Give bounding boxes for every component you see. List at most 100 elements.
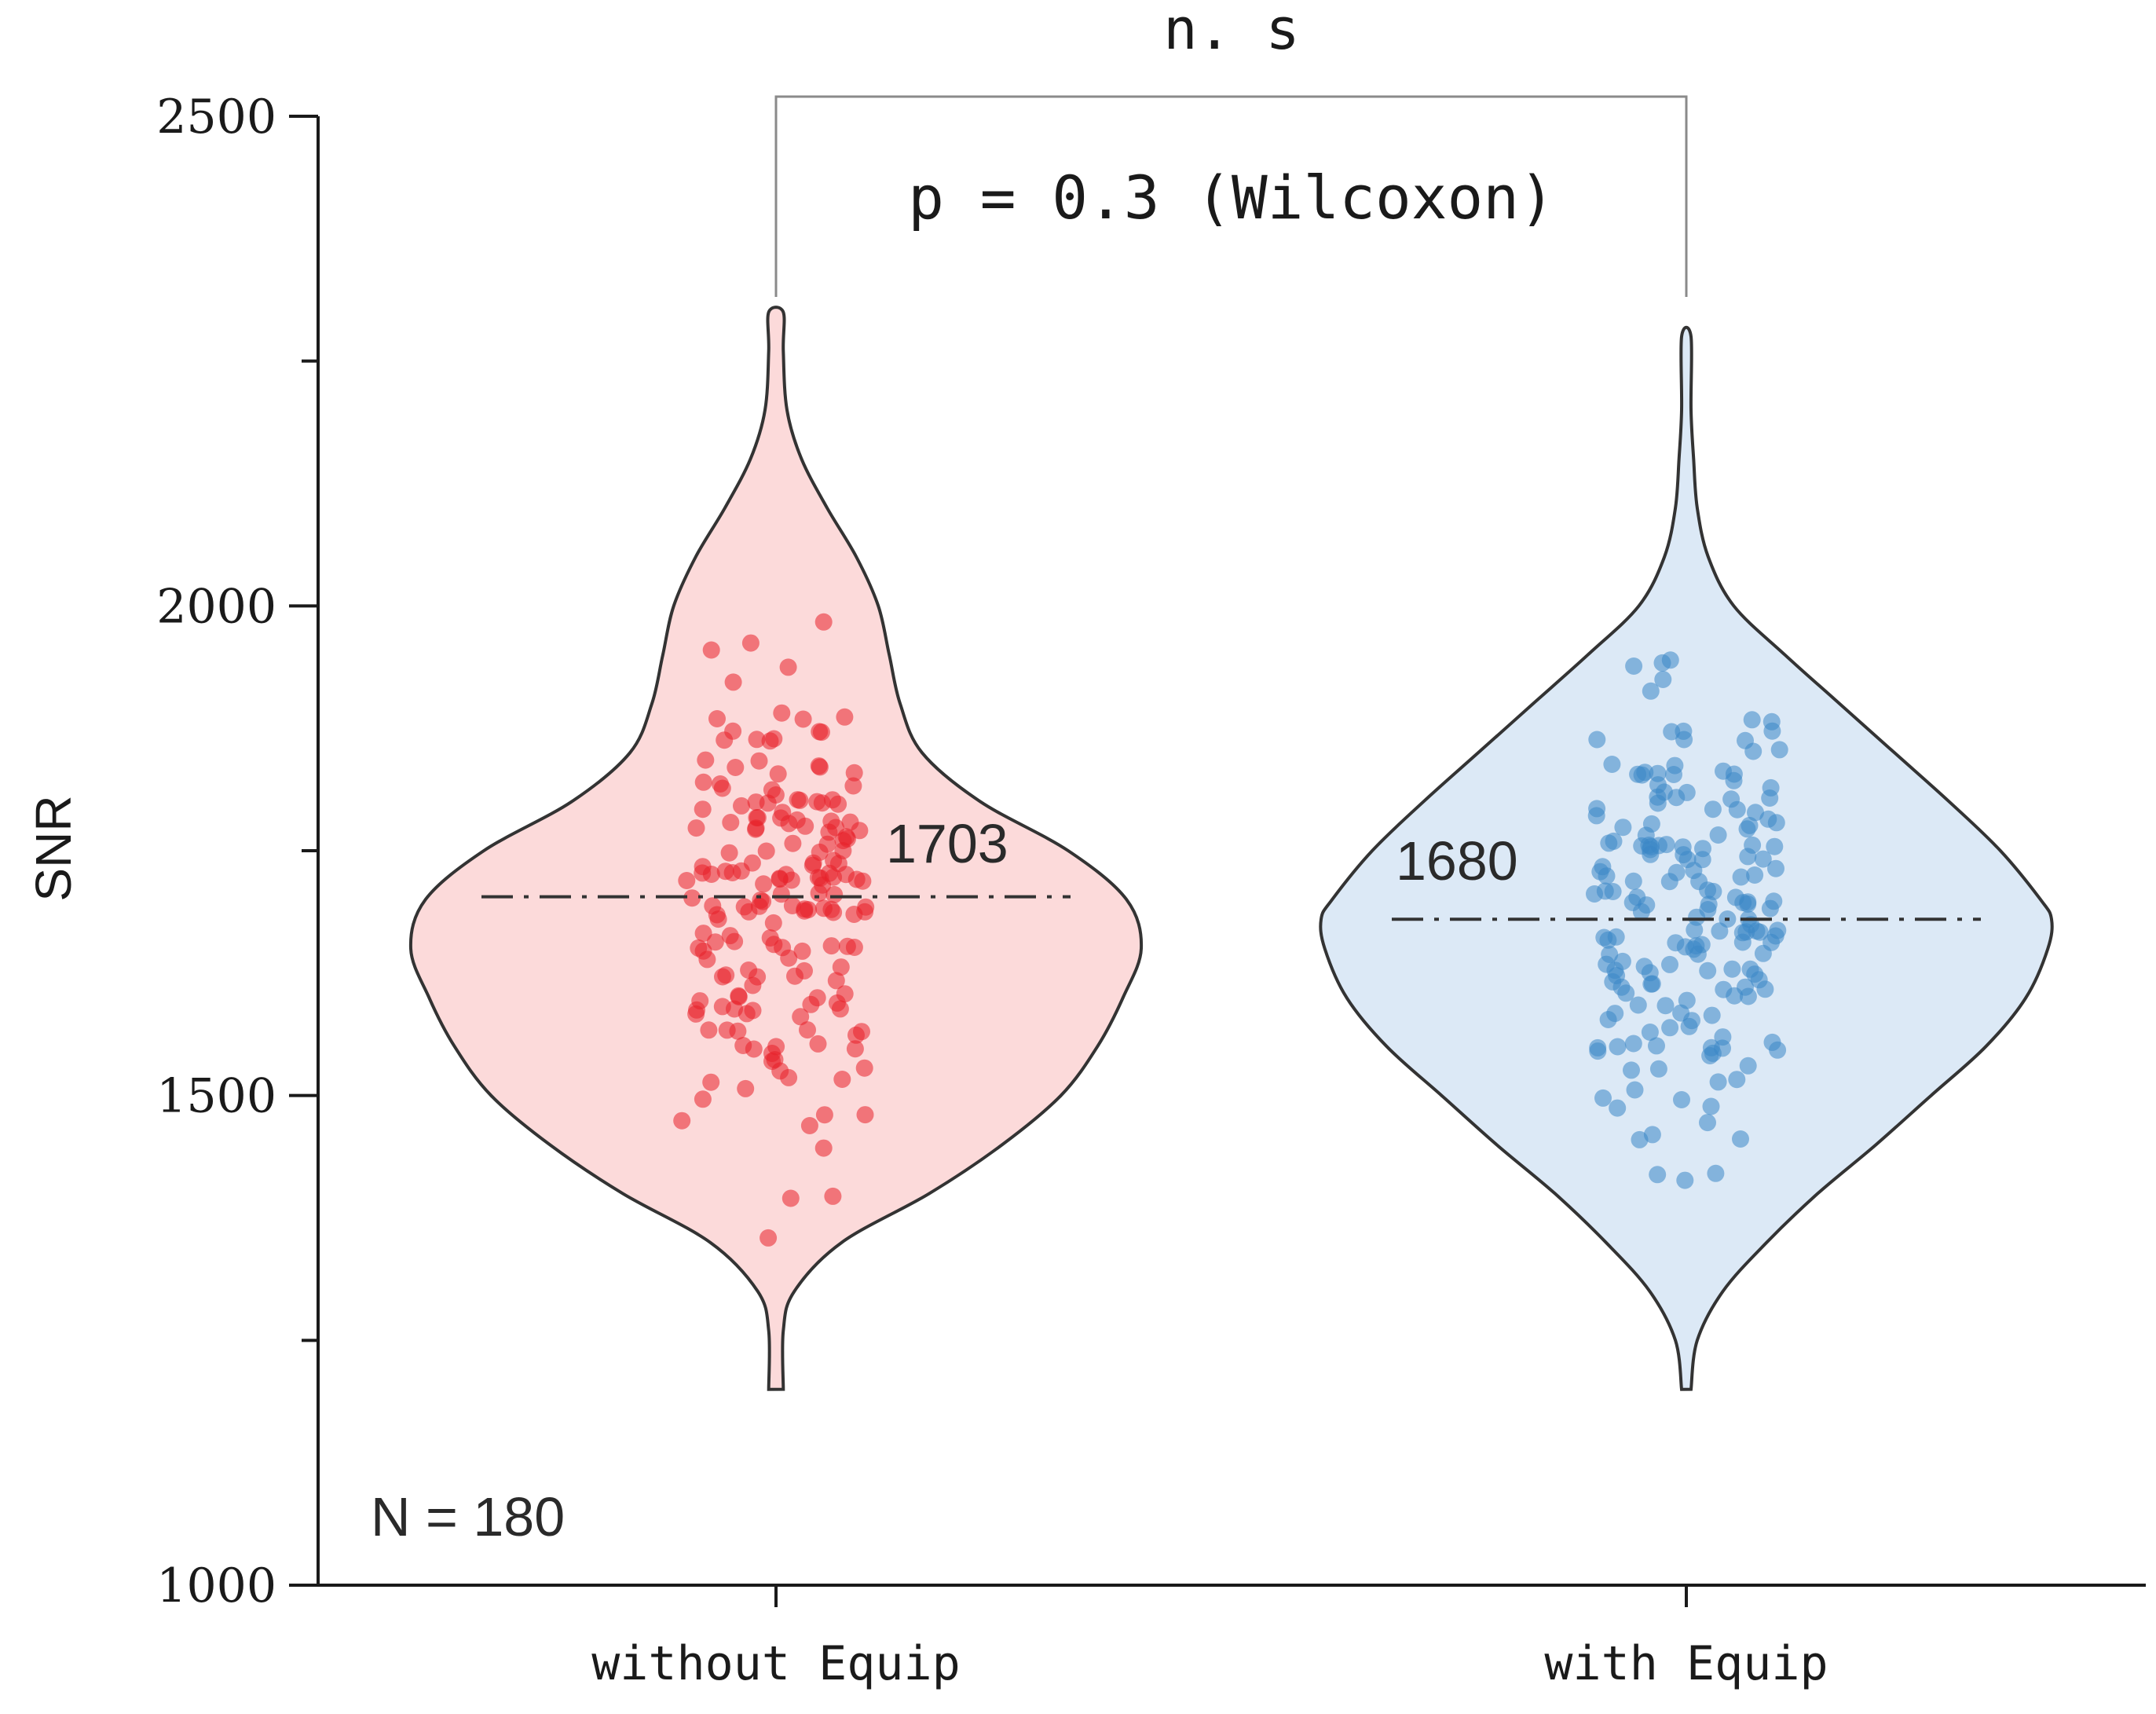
data-point <box>799 1021 816 1039</box>
data-point <box>694 773 712 791</box>
significance-bracket <box>774 95 1688 297</box>
data-point <box>1586 885 1603 903</box>
data-point <box>727 759 745 776</box>
data-point <box>763 1045 781 1062</box>
data-point <box>720 844 738 862</box>
y-axis-label: SNR <box>25 795 82 901</box>
data-point <box>1732 1130 1749 1148</box>
data-point <box>1722 790 1741 808</box>
data-point <box>737 1079 755 1097</box>
data-point <box>1714 1039 1731 1057</box>
y-tick-label-2000: 2000 <box>156 579 276 634</box>
data-point <box>769 765 787 783</box>
data-point <box>1678 991 1696 1009</box>
data-point <box>694 800 712 819</box>
data-point <box>721 927 739 945</box>
data-point <box>1693 851 1711 869</box>
data-point <box>1707 1164 1725 1182</box>
data-point <box>844 777 862 795</box>
data-point <box>1739 848 1757 866</box>
x-ticks: without Equip with Equip <box>591 1585 1828 1691</box>
data-point <box>845 939 863 956</box>
data-point <box>1723 960 1741 978</box>
data-point <box>1663 723 1681 741</box>
data-point <box>1704 882 1722 900</box>
data-point <box>845 764 863 782</box>
data-point <box>1746 965 1764 983</box>
data-point <box>1725 771 1743 789</box>
data-point <box>829 855 847 873</box>
data-point <box>789 791 807 809</box>
data-point <box>1746 866 1764 884</box>
data-point <box>1661 955 1678 973</box>
data-point <box>1676 938 1694 956</box>
data-point <box>784 834 802 852</box>
data-point <box>824 1187 842 1205</box>
data-point <box>1614 819 1632 837</box>
data-point <box>822 937 840 955</box>
data-point <box>1688 908 1706 926</box>
data-point <box>1763 933 1781 951</box>
data-point <box>704 897 722 915</box>
data-point <box>767 786 785 804</box>
y-tick-label-2500: 2500 <box>156 90 276 145</box>
data-point <box>1642 815 1660 833</box>
data-point <box>694 864 712 882</box>
data-point <box>1642 845 1660 863</box>
data-point <box>773 704 791 722</box>
data-point <box>745 1040 763 1058</box>
data-point <box>1649 1060 1667 1078</box>
data-point <box>1603 756 1621 773</box>
data-point <box>780 1068 798 1086</box>
data-point <box>772 885 790 903</box>
y-tick-label-1000: 1000 <box>156 1558 276 1613</box>
data-point <box>1612 978 1631 996</box>
data-point <box>673 1112 691 1130</box>
data-point <box>1675 731 1693 749</box>
data-point <box>747 793 765 811</box>
data-point <box>808 989 826 1007</box>
data-point <box>716 862 734 881</box>
data-point <box>1588 731 1606 749</box>
data-point <box>818 835 836 853</box>
data-point <box>724 673 742 691</box>
data-point <box>1739 1057 1757 1075</box>
data-point <box>811 758 829 776</box>
data-point <box>697 751 715 769</box>
data-point <box>1673 1091 1690 1108</box>
data-point <box>1595 928 1613 947</box>
data-point <box>700 1021 718 1039</box>
data-point <box>713 779 731 797</box>
data-point <box>845 906 863 923</box>
data-point <box>750 752 768 770</box>
data-point <box>1609 1099 1627 1117</box>
violin-without-equip <box>408 306 1144 1391</box>
y-tick-label-1500: 1500 <box>156 1069 276 1124</box>
data-point <box>698 950 716 969</box>
data-point <box>792 1008 810 1026</box>
data-point <box>1588 800 1606 818</box>
data-point <box>771 870 789 888</box>
data-point <box>800 1117 818 1134</box>
data-point <box>808 793 826 811</box>
data-point <box>1594 1089 1612 1107</box>
data-point <box>1770 741 1788 759</box>
data-point <box>678 872 696 889</box>
data-point <box>1641 1024 1659 1041</box>
data-point <box>1709 1073 1727 1091</box>
mean-label-without-equip: 1703 <box>886 813 1008 874</box>
data-point <box>1747 804 1764 822</box>
data-point <box>1623 1061 1640 1079</box>
data-point <box>804 854 822 872</box>
data-point <box>856 1106 874 1124</box>
data-point <box>811 723 829 741</box>
data-point <box>708 710 726 727</box>
sample-size-label: N = 180 <box>371 1486 565 1547</box>
data-point <box>1699 1114 1716 1132</box>
data-point <box>1623 893 1642 911</box>
data-point <box>744 976 762 994</box>
data-point <box>760 1229 778 1247</box>
data-point <box>1739 987 1757 1005</box>
data-point <box>851 822 869 840</box>
data-point <box>847 1026 865 1044</box>
